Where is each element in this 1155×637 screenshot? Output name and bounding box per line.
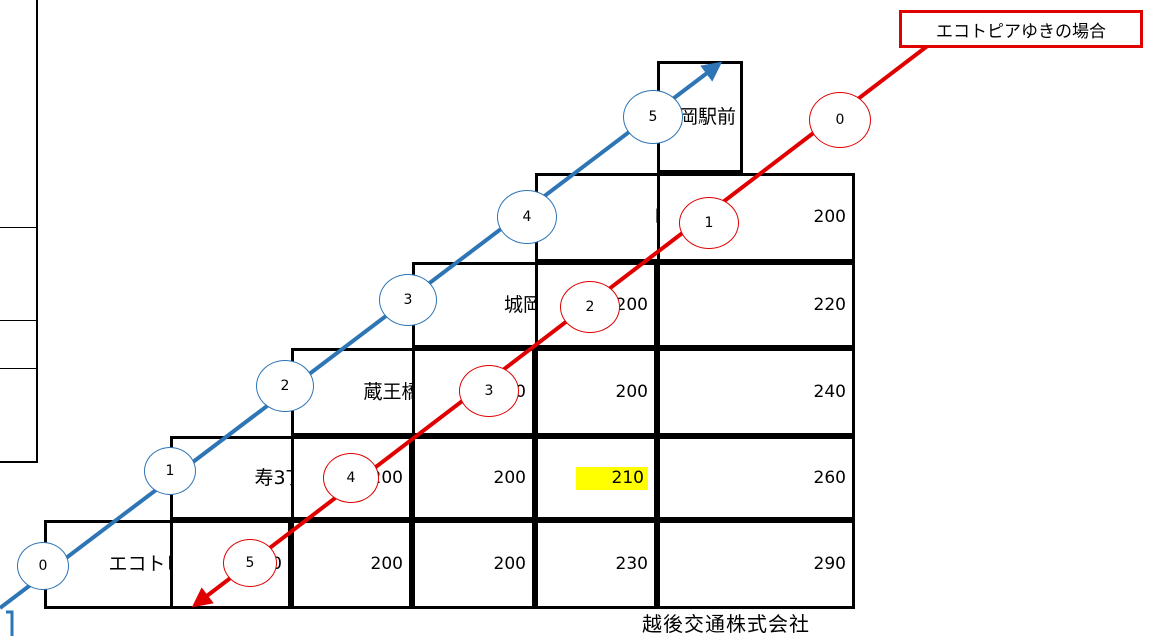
fare-cell: 240 [657, 348, 855, 436]
stop-number-red: 5 [223, 539, 277, 587]
blue-route-line [0, 61, 723, 610]
destination-label: エコトピアゆきの場合 [899, 10, 1143, 48]
fare-value: 200 [493, 554, 526, 574]
fare-cell: 200 [291, 520, 412, 609]
fare-value: 200 [813, 207, 846, 227]
stop-number-red: 1 [679, 197, 739, 249]
stop-number-red: 2 [560, 281, 620, 333]
fare-value: 230 [615, 554, 648, 574]
fare-cell: 200 [657, 173, 855, 262]
left-panel-frame [0, 0, 38, 463]
stop-number-red: 0 [809, 92, 871, 148]
fare-value: 200 [370, 554, 403, 574]
fare-cell: 210 [535, 436, 657, 520]
fare-cell: 200 [535, 348, 657, 436]
stop-number-blue: 1 [144, 447, 196, 495]
stop-number-red: 4 [323, 453, 379, 503]
fare-cell: 230 [535, 520, 657, 609]
fare-cell: 200 [412, 436, 535, 520]
red-route-line [191, 42, 932, 608]
fare-value: 200 [615, 381, 648, 402]
fare-cell: 200 [412, 520, 535, 609]
stop-number-blue: 4 [497, 190, 557, 244]
highlighted-fare-value: 210 [575, 466, 648, 490]
stop-number-red: 3 [459, 365, 519, 417]
fare-value: 220 [813, 294, 846, 315]
fare-value: 200 [493, 467, 526, 488]
fare-value: 290 [813, 554, 846, 574]
company-name: 越後交通株式会社 [642, 612, 810, 636]
fare-cell: 260 [657, 436, 855, 520]
fare-value: 200 [615, 294, 648, 315]
fare-cell: 290 [657, 520, 855, 609]
left-panel-divider [0, 227, 38, 228]
stop-number-blue: 5 [623, 90, 683, 144]
fare-cell: 220 [657, 262, 855, 348]
stop-number-blue: 2 [256, 360, 314, 412]
blue-corner-mark [6, 610, 14, 636]
stop-number-blue: 0 [17, 542, 69, 590]
left-panel-divider [0, 320, 38, 321]
fare-value: 260 [813, 467, 846, 488]
left-panel-divider [0, 368, 38, 369]
stop-number-blue: 3 [379, 274, 437, 326]
fare-value: 240 [813, 381, 846, 402]
